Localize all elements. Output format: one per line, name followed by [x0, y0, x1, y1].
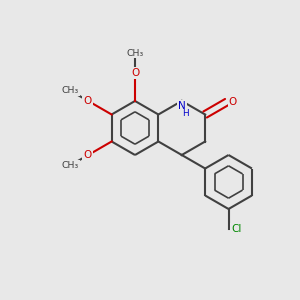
Text: O: O [131, 68, 139, 78]
Text: Cl: Cl [231, 224, 242, 234]
Text: CH₃: CH₃ [126, 49, 144, 58]
Text: H: H [182, 110, 189, 118]
Text: CH₃: CH₃ [61, 161, 79, 170]
Text: CH₃: CH₃ [61, 86, 79, 95]
Text: O: O [83, 151, 92, 160]
Text: O: O [229, 97, 237, 107]
Text: O: O [83, 95, 92, 106]
Text: N: N [178, 101, 186, 111]
